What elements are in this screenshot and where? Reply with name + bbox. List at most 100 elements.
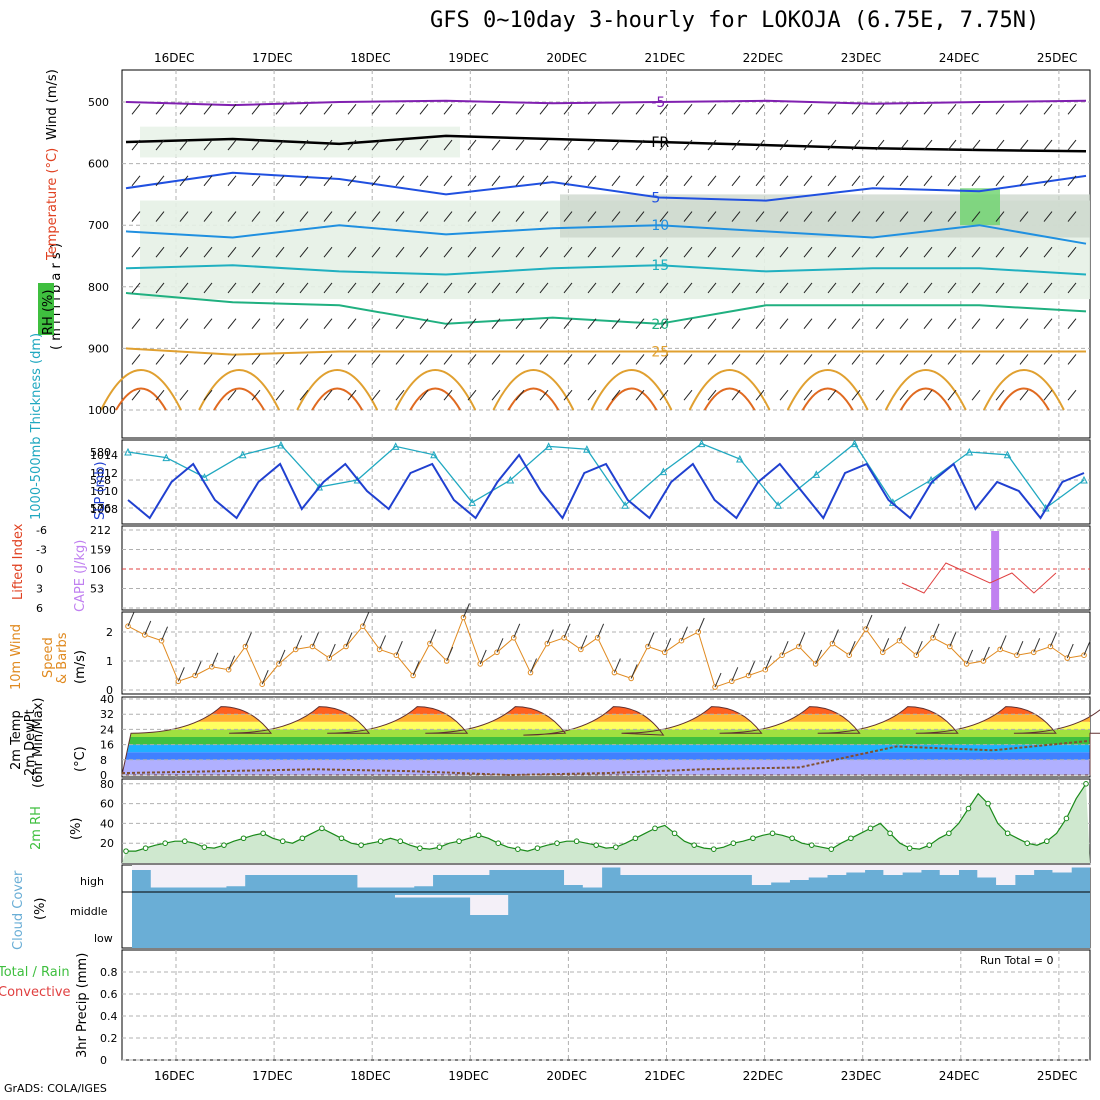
cloud-high-gap — [150, 865, 171, 888]
cloud-high-gap — [1052, 865, 1072, 873]
wind-barb — [412, 661, 420, 676]
wind-barb — [851, 389, 861, 401]
wind-barb — [491, 318, 501, 330]
run-total-label: Run Total = 0 — [980, 954, 1054, 967]
thickness-tick-label: 576 — [90, 502, 111, 515]
wind-barb — [419, 318, 429, 330]
wind-barb — [683, 354, 693, 365]
wind-barb — [875, 211, 885, 222]
wind-barb — [635, 318, 645, 330]
rh-marker — [593, 842, 600, 848]
wind-barb — [966, 649, 974, 665]
isotherm-label: 15 — [651, 258, 669, 274]
top-date-label: 17DEC — [252, 51, 292, 65]
temp-band — [122, 721, 1090, 730]
wind-barb — [1043, 104, 1053, 115]
cloud-high-gap — [488, 865, 509, 870]
wind-barb — [613, 658, 621, 673]
rh-marker — [730, 840, 737, 847]
wind-barb — [697, 617, 705, 633]
wind-barb — [228, 655, 236, 670]
wind-barb — [683, 211, 693, 222]
wind-barb — [1067, 354, 1077, 365]
rh-tick-label: 80 — [100, 778, 114, 791]
wind-barb — [539, 282, 549, 294]
cloud-high-gap — [169, 865, 189, 888]
wind-barb — [131, 246, 141, 258]
wind-barb — [371, 139, 381, 151]
wind-barb — [1083, 641, 1091, 656]
wind-barb — [659, 282, 669, 294]
wind-barb — [513, 623, 521, 638]
rh-marker — [201, 844, 208, 850]
wind-barb — [827, 318, 837, 330]
temp-axis-label-1: 2m Temp — [9, 710, 24, 770]
wind-barb — [203, 211, 213, 222]
cloud-high-gap — [977, 865, 997, 878]
wind-barb — [203, 175, 213, 187]
rh-marker — [671, 830, 678, 837]
wind-barb — [803, 211, 813, 222]
wind-barb — [947, 354, 957, 365]
wind-barb — [323, 104, 333, 115]
precip-panel-frame — [121, 949, 1091, 1061]
wind-barb — [1043, 318, 1053, 330]
thickness-marker — [812, 470, 821, 478]
wind-barb — [347, 246, 357, 258]
wind-barb — [127, 612, 135, 627]
wind-barb — [731, 389, 741, 401]
wind-barb — [1066, 643, 1074, 659]
wind-barb — [1016, 641, 1024, 656]
wind-barb — [947, 389, 957, 401]
wind-barb — [779, 175, 789, 187]
precip-legend-total: Total / Rain — [0, 965, 70, 980]
bottom-date-label: 24DEC — [939, 1069, 979, 1083]
dewpoint-line — [121, 739, 1091, 777]
rh-marker — [1063, 815, 1070, 822]
thickness-marker — [583, 445, 591, 453]
wind-barb — [177, 667, 185, 682]
wind-barb — [683, 104, 693, 115]
wind-barb — [144, 620, 152, 636]
wind-barb — [659, 175, 669, 187]
temp-tick-label: 40 — [100, 693, 114, 706]
rh-marker — [338, 835, 345, 842]
bottom-date-label: 21DEC — [645, 1069, 685, 1083]
pressure-tick-label: 800 — [88, 281, 109, 294]
wind-barb — [347, 318, 357, 330]
rh-marker — [240, 835, 247, 842]
wind-barb — [947, 104, 957, 115]
pressure-tick-label: 700 — [88, 219, 109, 232]
wind10-panel-frame — [121, 611, 1091, 695]
cloud-high-gap — [695, 865, 715, 875]
wind-barb — [491, 104, 501, 115]
rh-marker — [828, 846, 835, 852]
temp-curve — [121, 706, 1100, 776]
wind-barb — [611, 282, 621, 294]
top-date-label: 22DEC — [743, 51, 783, 65]
wind-barb — [515, 282, 525, 294]
cape-axis-label: CAPE (J/kg) — [73, 540, 88, 612]
rh-area — [122, 783, 1090, 863]
wind-barb — [491, 389, 501, 401]
wind-barb — [299, 354, 309, 365]
wind-barb — [875, 246, 885, 258]
wind-speed-marker — [125, 623, 131, 630]
wind-barb — [563, 104, 573, 115]
wind-barb — [203, 246, 213, 258]
wind-barb — [467, 246, 477, 258]
rh-marker — [123, 848, 129, 854]
cloud-middle-gap — [470, 895, 490, 915]
wind-barb — [299, 139, 309, 151]
rh-marker — [808, 842, 815, 848]
wind-barb — [251, 282, 261, 294]
precip-tick-label: 0.2 — [100, 1032, 118, 1045]
wind-barb — [443, 139, 453, 151]
wind-barb — [443, 211, 453, 222]
thickness-axis-label: 1000-500mb Thickness (dm) — [29, 333, 44, 520]
wind-barb — [539, 389, 549, 401]
wind-barb — [251, 318, 261, 330]
wind-barb — [755, 211, 765, 222]
rh-marker — [1083, 781, 1089, 787]
wind-barb — [278, 649, 286, 665]
